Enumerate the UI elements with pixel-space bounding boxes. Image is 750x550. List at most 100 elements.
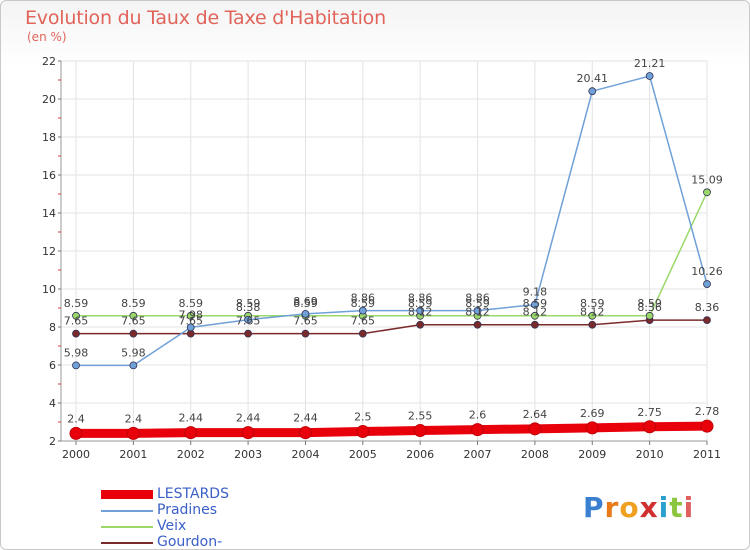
x-tick-label: 2008: [521, 448, 549, 461]
data-label: 2.75: [637, 406, 662, 419]
data-label: 7.65: [64, 315, 89, 328]
data-label: 7.65: [178, 315, 203, 328]
legend-swatch: [101, 542, 153, 544]
logo-letter: i: [683, 491, 695, 524]
legend-label: Veix: [157, 518, 187, 534]
data-point: [129, 329, 138, 338]
data-point: [416, 320, 425, 329]
data-label: 2.64: [523, 408, 548, 421]
data-point: [301, 309, 310, 318]
data-point: [413, 424, 427, 438]
data-label: 8.36: [637, 301, 662, 314]
legend-label: Gourdon-Murat: [157, 534, 223, 550]
data-label: 2.4: [67, 412, 85, 425]
x-tick-label: 2006: [406, 448, 434, 461]
data-point: [588, 311, 597, 320]
data-label: 2.69: [580, 407, 605, 420]
data-point: [72, 361, 80, 370]
data-point: [643, 420, 657, 434]
data-label: 2.5: [354, 411, 372, 424]
y-tick-label: 20: [42, 93, 56, 106]
x-tick-label: 2004: [291, 448, 319, 461]
data-labels-2: 8.59 8.59 8.59 8.59 8.59 8.59 8.59 8.59 8.59 8.59…: [64, 173, 723, 310]
x-tick-label: 2009: [578, 448, 606, 461]
data-point: [129, 361, 138, 370]
logo-letter: t: [669, 491, 684, 524]
data-point: [69, 426, 83, 440]
legend-label: Pradines: [157, 502, 218, 518]
x-tick-label: 2010: [636, 448, 664, 461]
data-point: [356, 425, 370, 438]
data-label: 8.59: [408, 297, 433, 310]
data-label: 8.36: [695, 301, 720, 314]
data-point: [528, 422, 542, 436]
logo-letter: x: [639, 491, 659, 524]
x-tick-label: 2000: [62, 448, 90, 461]
data-point: [184, 426, 198, 440]
data-label: 8.86: [465, 292, 490, 305]
series-veix: [72, 188, 711, 320]
legend-swatch: [101, 490, 153, 499]
data-point: [241, 426, 255, 440]
data-label: 8.59: [293, 297, 318, 310]
y-tick-label: 16: [42, 169, 56, 182]
data-point: [129, 311, 138, 320]
data-label: 15.09: [691, 173, 723, 186]
data-point: [703, 280, 711, 288]
data-point: [588, 320, 597, 329]
data-point: [531, 320, 539, 329]
chart-title: Evolution du Taux de Taxe d'Habitation: [25, 7, 386, 29]
series-lestards: [69, 419, 714, 440]
data-point: [301, 329, 310, 338]
y-tick-label: 12: [42, 245, 56, 258]
data-point: [72, 329, 80, 338]
x-tick-label: 2011: [693, 448, 721, 461]
y-tick-label: 18: [42, 131, 56, 144]
data-point: [186, 311, 195, 320]
data-point: [244, 315, 252, 324]
data-point: [126, 426, 140, 440]
y-tick-label: 6: [49, 359, 56, 372]
y-tick-label: 2: [49, 435, 56, 448]
data-label: 8.59: [121, 297, 146, 310]
legend-swatch: [101, 526, 153, 528]
data-point: [358, 306, 367, 315]
data-label: 8.59: [465, 297, 490, 310]
data-point: [645, 72, 654, 80]
data-point: [473, 320, 482, 329]
data-point: [298, 426, 312, 440]
data-label: 9.18: [523, 286, 548, 299]
series-line: [75, 75, 708, 367]
x-tick-label: 2003: [234, 448, 262, 461]
data-label: 2.78: [695, 405, 720, 418]
logo-letter: r: [604, 491, 620, 524]
data-label: 8.86: [351, 292, 376, 305]
data-point: [645, 311, 654, 320]
y-tick-label: 4: [49, 397, 56, 410]
data-label: 2.44: [293, 412, 318, 425]
data-point: [703, 188, 711, 197]
y-tick-label: 14: [42, 207, 56, 220]
y-tick-label: 10: [42, 283, 56, 296]
x-tick-label: 2002: [177, 448, 205, 461]
data-point: [244, 329, 252, 338]
data-point: [186, 323, 195, 332]
data-label: 8.59: [64, 297, 89, 310]
legend-swatch: [101, 510, 153, 512]
y-tick-label: 22: [42, 55, 56, 68]
data-point: [703, 316, 711, 325]
data-label: 8.59: [236, 297, 261, 310]
data-label: 2.44: [236, 412, 261, 425]
data-label: 8.86: [408, 292, 433, 305]
data-point: [72, 311, 80, 320]
data-point: [473, 306, 482, 315]
series-line: [75, 191, 708, 317]
data-label: 21.21: [634, 57, 666, 70]
data-label: 7.65: [121, 315, 146, 328]
data-label: 7.65: [351, 315, 376, 328]
data-labels-0: 2.4 2.4 2.44 2.44 2.44 2.5 2.55 2.6 2.64 2.69 2.75…: [67, 405, 719, 425]
y-tick-label: 8: [49, 321, 56, 334]
data-label: 2.44: [178, 412, 203, 425]
data-label: 2.4: [125, 412, 143, 425]
